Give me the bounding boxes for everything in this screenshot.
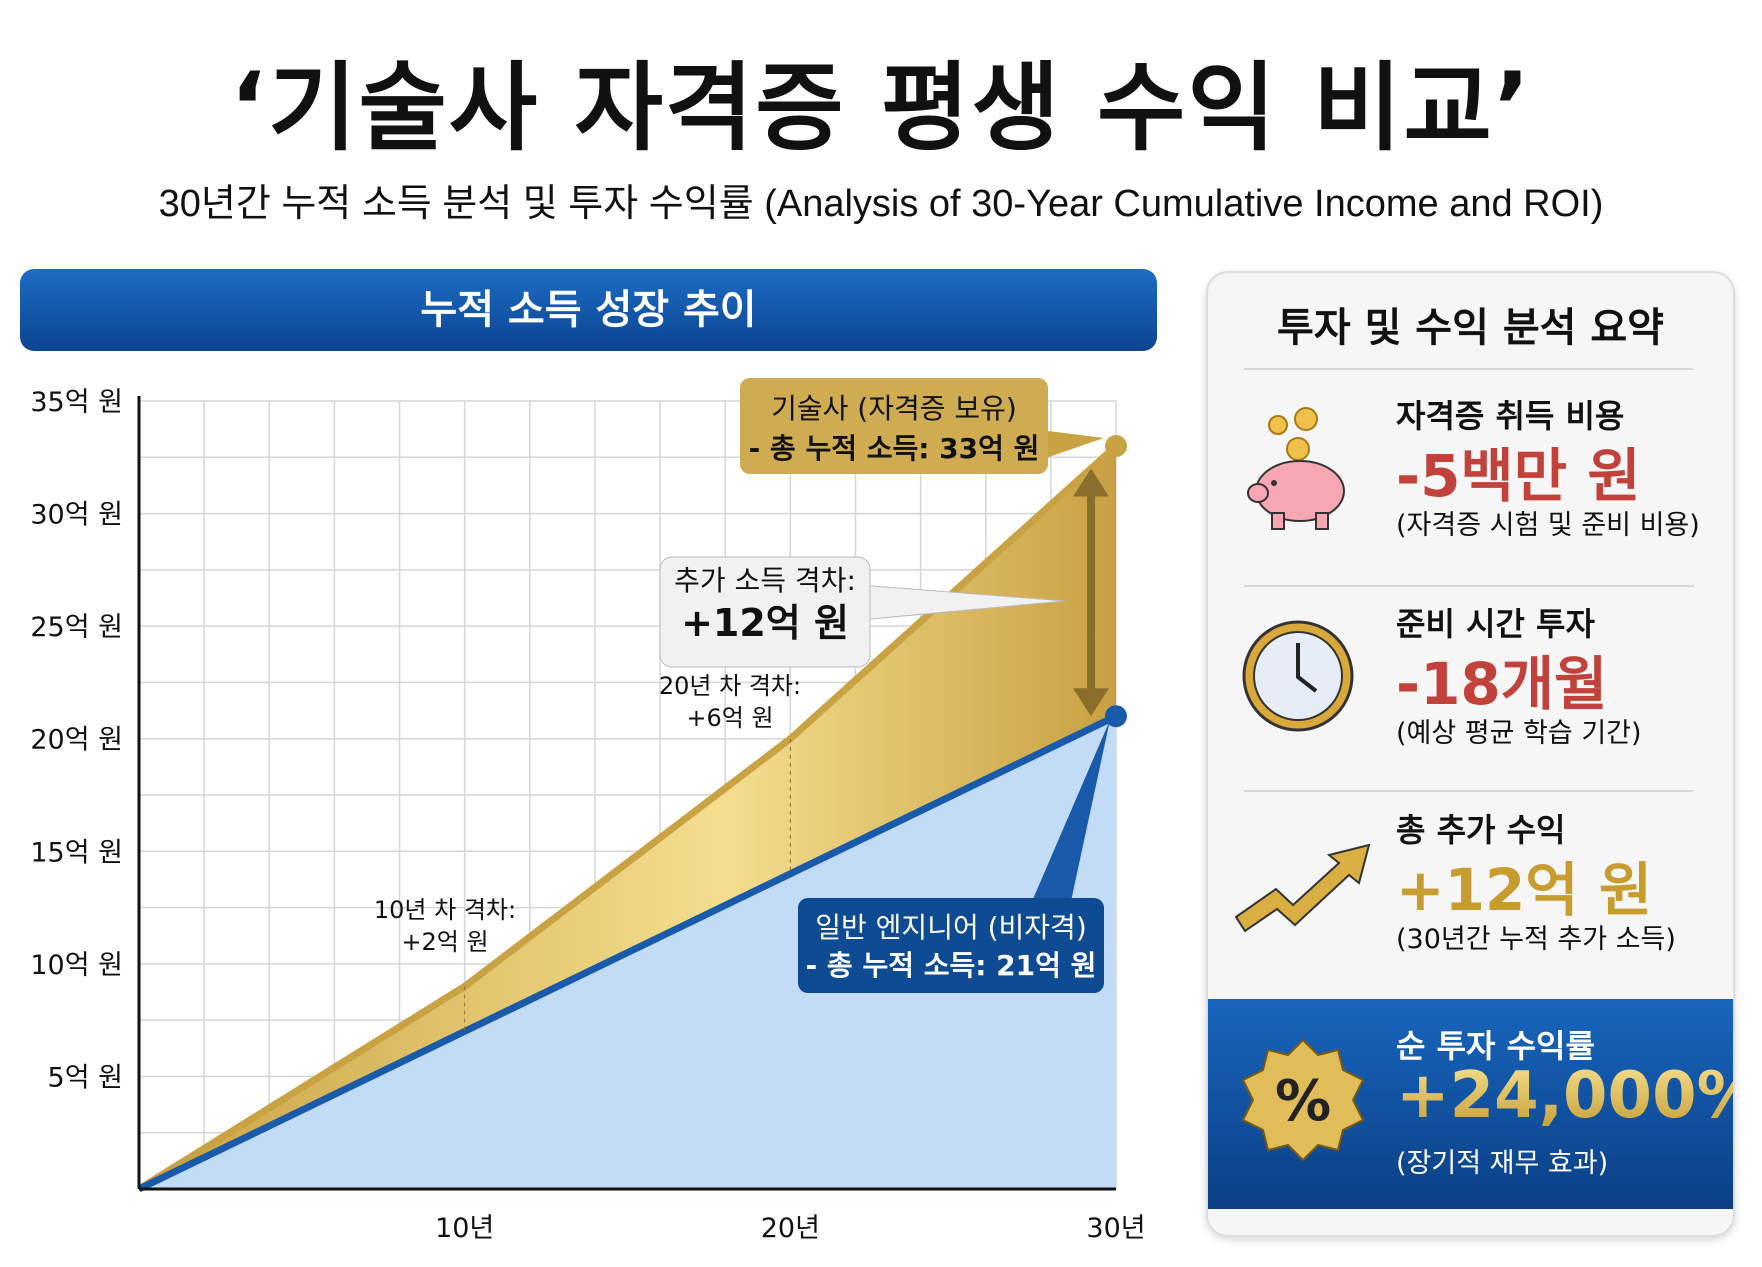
arrow-head-up xyxy=(1073,468,1109,497)
item-value: -18개월 xyxy=(1396,650,1608,718)
gold-callout-line: - 총 누적 소득: 33억 원 xyxy=(749,432,1040,465)
summary-item-roi: % 순 투자 수익률 +24,000% (장기적 재무 효과) xyxy=(1208,999,1733,1209)
item-label: 자격증 취득 비용 xyxy=(1396,397,1625,435)
gap10-label: 10년 차 격차: xyxy=(374,896,516,924)
x-tick-label: 30년 xyxy=(1086,1213,1145,1244)
x-tick-label: 20년 xyxy=(761,1213,820,1244)
divider xyxy=(1244,790,1694,792)
item-label: 순 투자 수익률 xyxy=(1396,1027,1595,1065)
callout-pointer xyxy=(1040,430,1104,460)
percent-badge-icon: % xyxy=(1241,1038,1365,1162)
item-value: +24,000% xyxy=(1396,1059,1733,1133)
gap-callout-line: 추가 소득 격차: xyxy=(674,564,856,597)
summary-panel: 투자 및 수익 분석 요약 자격증 취득 비용 -5백만 원 (자격증 시험 및… xyxy=(1206,271,1735,1237)
callout-pointer xyxy=(1030,720,1110,906)
gap10-value: +2억 원 xyxy=(401,928,488,956)
income-chart: 5억 원 10억 원 15억 원 20억 원 25억 원 30억 원 35억 원 10년 20년… xyxy=(30,378,1146,1244)
arrow-head-down xyxy=(1073,688,1109,717)
gap-callout xyxy=(659,556,871,668)
panel-title: 투자 및 수익 분석 요약 xyxy=(1277,305,1664,351)
divider xyxy=(1244,585,1694,587)
gap20-value: +6억 원 xyxy=(686,704,773,732)
gold-callout xyxy=(740,378,1048,474)
item-label: 총 추가 수익 xyxy=(1396,811,1566,849)
blue-callout-line: - 총 누적 소득: 21억 원 xyxy=(806,949,1097,982)
y-tick-label: 25억 원 xyxy=(30,612,123,643)
piggy-bank-icon xyxy=(1247,407,1345,530)
gap20-label: 20년 차 격차: xyxy=(659,672,801,700)
item-value: -5백만 원 xyxy=(1396,442,1641,510)
item-value: +12억 원 xyxy=(1396,856,1653,924)
summary-item-return: 총 추가 수익 +12억 원 (30년간 누적 추가 소득) xyxy=(1208,797,1733,987)
divider xyxy=(1244,368,1694,370)
item-note: (예상 평균 학습 기간) xyxy=(1396,718,1642,749)
y-tick-label: 35억 원 xyxy=(30,387,123,418)
summary-item-time: 준비 시간 투자 -18개월 (예상 평균 학습 기간) xyxy=(1208,591,1733,781)
gap-callout-value: +12억 원 xyxy=(681,601,849,645)
y-tick-label: 5억 원 xyxy=(48,1062,123,1093)
item-note: (30년간 누적 추가 소득) xyxy=(1396,924,1676,955)
chart-banner: 누적 소득 성장 추이 xyxy=(20,269,1157,351)
annotations: 기술사 (자격증 보유) - 총 누적 소득: 33억 원일반 엔지니어 (비자격… xyxy=(374,378,1110,993)
clock-icon xyxy=(1242,620,1354,732)
trend-arrow-icon xyxy=(1234,843,1371,933)
item-note: (자격증 시험 및 준비 비용) xyxy=(1396,510,1700,541)
blue-callout xyxy=(798,898,1104,993)
y-tick-label: 15억 원 xyxy=(30,837,123,868)
gold-callout-line: 기술사 (자격증 보유) xyxy=(771,392,1017,425)
page-subtitle: 30년간 누적 소득 분석 및 투자 수익률 (Analysis of 30-Y… xyxy=(158,183,1604,225)
y-tick-label: 30억 원 xyxy=(30,500,123,531)
svg-text:%: % xyxy=(1275,1069,1331,1134)
summary-item-cost: 자격증 취득 비용 -5백만 원 (자격증 시험 및 준비 비용) xyxy=(1208,383,1733,573)
item-label: 준비 시간 투자 xyxy=(1396,605,1595,643)
y-tick-label: 10억 원 xyxy=(30,950,123,981)
y-tick-label: 20억 원 xyxy=(30,725,123,756)
gold-endpoint xyxy=(1105,435,1127,458)
item-note: (장기적 재무 효과) xyxy=(1396,1148,1609,1179)
x-tick-label: 10년 xyxy=(435,1213,494,1244)
blue-endpoint xyxy=(1105,705,1127,728)
blue-line xyxy=(137,713,1118,1193)
blue-callout-line: 일반 엔지니어 (비자격) xyxy=(815,911,1087,944)
ticks: 5억 원 10억 원 15억 원 20억 원 25억 원 30억 원 35억 원 10년 20년… xyxy=(30,387,1145,1244)
page-title: ‘기술사 자격증 평생 수익 비교’ xyxy=(229,52,1533,164)
